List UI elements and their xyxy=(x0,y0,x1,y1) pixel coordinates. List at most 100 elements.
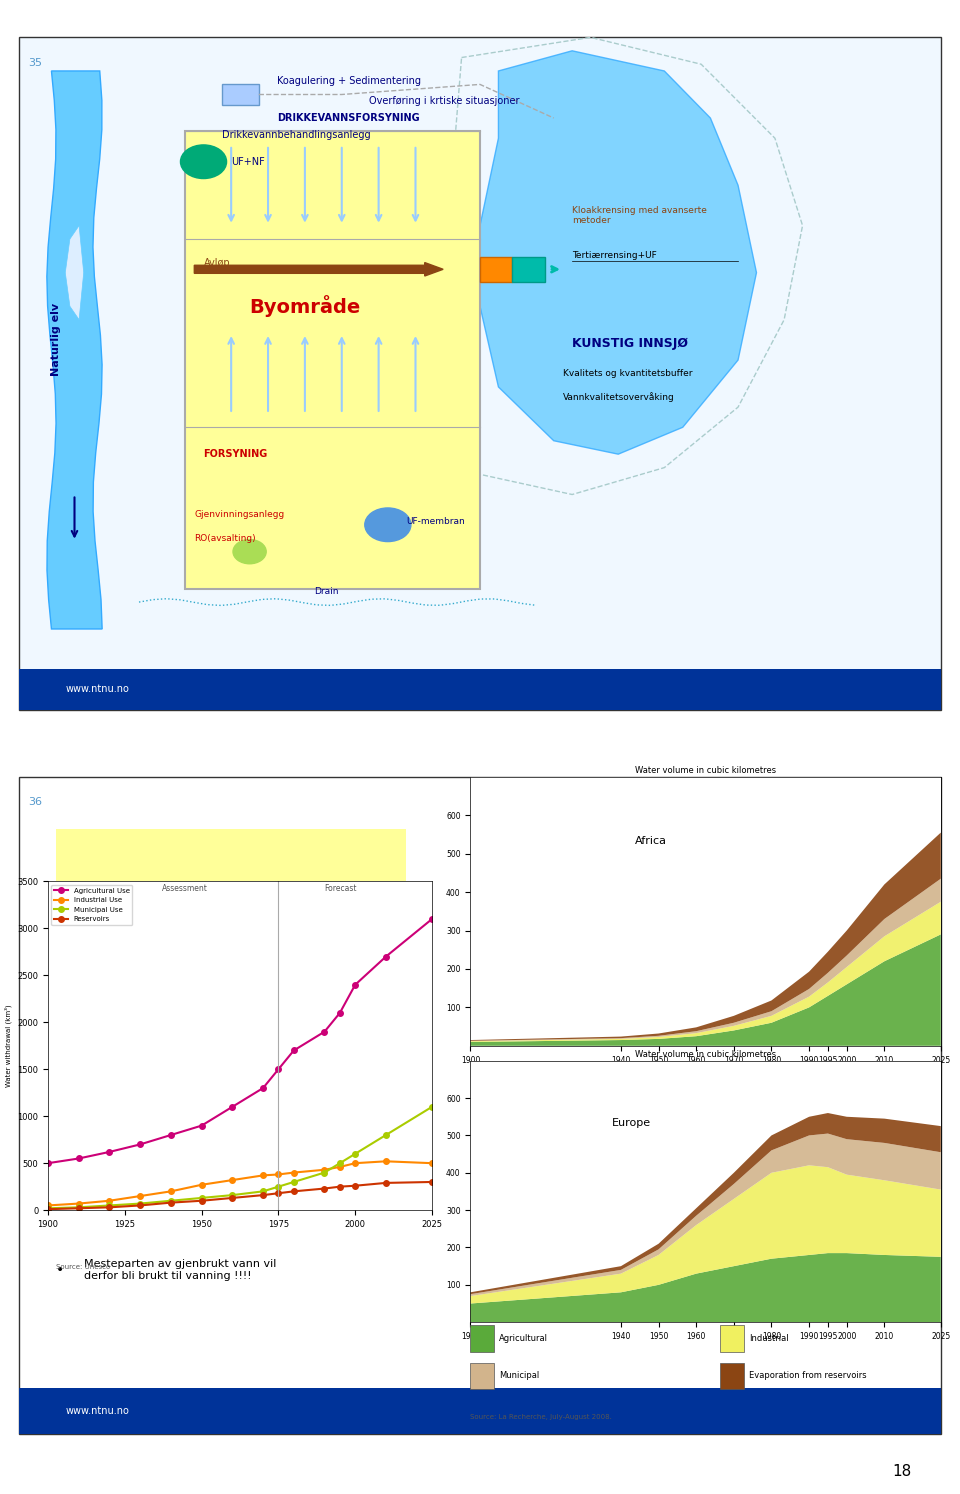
Municipal Use xyxy=(426,1098,438,1116)
Reservoirs xyxy=(73,1200,84,1218)
Agricultural Use xyxy=(319,1023,330,1041)
Bar xyxy=(19,1388,941,1434)
Text: Drain: Drain xyxy=(314,587,339,596)
Industrial Use xyxy=(288,1164,300,1182)
Text: DRIKKEVANNSFORSYNING: DRIKKEVANNSFORSYNING xyxy=(277,114,420,123)
Municipal Use xyxy=(134,1195,146,1213)
Line: Industrial Use: Industrial Use xyxy=(45,1158,435,1209)
Text: Avløp: Avløp xyxy=(204,257,230,267)
Legend: Agricultural Use, Industrial Use, Municipal Use, Reservoirs: Agricultural Use, Industrial Use, Munici… xyxy=(52,884,132,925)
Industrial Use xyxy=(73,1195,84,1213)
Reservoirs xyxy=(334,1177,346,1195)
Bar xyxy=(480,257,513,282)
Reservoirs xyxy=(196,1192,207,1210)
Reservoirs xyxy=(165,1194,177,1212)
Agricultural Use xyxy=(257,1079,269,1097)
Reservoirs xyxy=(426,1173,438,1191)
Text: Vann til landbruk (matproduksjon)
øker mest !!!: Vann til landbruk (matproduksjon) øker m… xyxy=(84,1161,275,1182)
Industrial Use xyxy=(319,1161,330,1179)
Text: www.ntnu.no: www.ntnu.no xyxy=(65,1406,130,1416)
Text: Source: Unesco: Source: Unesco xyxy=(56,1264,110,1270)
Text: RO(avsalting): RO(avsalting) xyxy=(194,533,256,542)
Agricultural Use xyxy=(288,1041,300,1059)
Text: Byområde: Byområde xyxy=(250,296,361,317)
Industrial Use xyxy=(134,1188,146,1206)
Reservoirs xyxy=(319,1180,330,1198)
Text: 36: 36 xyxy=(29,796,42,807)
Industrial Use xyxy=(426,1155,438,1173)
Text: UF-membran: UF-membran xyxy=(406,517,465,526)
Municipal Use xyxy=(380,1126,392,1144)
Text: UF+NF: UF+NF xyxy=(231,157,265,167)
Reservoirs xyxy=(104,1198,115,1216)
Circle shape xyxy=(180,145,227,178)
Industrial Use xyxy=(349,1155,361,1173)
Bar xyxy=(185,131,480,589)
Y-axis label: Water withdrawal (km³): Water withdrawal (km³) xyxy=(4,1004,12,1088)
Text: Europe: Europe xyxy=(612,1118,651,1128)
Industrial Use xyxy=(196,1176,207,1194)
Industrial Use xyxy=(227,1171,238,1189)
Text: Municipal: Municipal xyxy=(499,1371,540,1380)
Reservoirs xyxy=(134,1197,146,1215)
Text: Kvalitets og kvantitetsbuffer: Kvalitets og kvantitetsbuffer xyxy=(563,369,692,378)
Industrial Use xyxy=(257,1167,269,1185)
Municipal Use xyxy=(42,1200,54,1218)
Text: KUNSTIG INNSJØ: KUNSTIG INNSJØ xyxy=(572,336,688,350)
Agricultural Use xyxy=(380,947,392,965)
Reservoirs xyxy=(42,1200,54,1218)
Municipal Use xyxy=(196,1189,207,1207)
Municipal Use xyxy=(319,1164,330,1182)
Reservoirs xyxy=(227,1189,238,1207)
Text: Assessment: Assessment xyxy=(161,884,207,893)
Agricultural Use xyxy=(134,1135,146,1153)
Text: Mesteparten av gjenbrukt vann vil
derfor bli brukt til vanning !!!!: Mesteparten av gjenbrukt vann vil derfor… xyxy=(84,1259,276,1280)
Agricultural Use xyxy=(73,1149,84,1167)
Bar xyxy=(19,669,941,710)
Text: Industrial: Industrial xyxy=(749,1334,788,1343)
Industrial Use xyxy=(380,1152,392,1170)
Industrial Use xyxy=(165,1182,177,1200)
Municipal Use xyxy=(165,1192,177,1210)
Circle shape xyxy=(233,539,266,563)
Municipal Use xyxy=(104,1197,115,1215)
Reservoirs xyxy=(273,1185,284,1203)
Industrial Use xyxy=(104,1192,115,1210)
Polygon shape xyxy=(47,72,102,629)
Municipal Use xyxy=(273,1177,284,1195)
Industrial Use xyxy=(273,1165,284,1183)
Reservoirs xyxy=(288,1182,300,1200)
Line: Reservoirs: Reservoirs xyxy=(45,1179,435,1212)
Text: FORSYNING: FORSYNING xyxy=(204,450,268,459)
Text: •: • xyxy=(56,1262,64,1277)
Agricultural Use xyxy=(196,1116,207,1134)
Agricultural Use xyxy=(165,1126,177,1144)
Text: www.ntnu.no: www.ntnu.no xyxy=(65,684,130,695)
Municipal Use xyxy=(334,1155,346,1173)
Agricultural Use xyxy=(349,976,361,994)
Bar xyxy=(56,829,406,961)
Text: Bruken av vann: Bruken av vann xyxy=(93,886,264,905)
Agricultural Use xyxy=(273,1061,284,1079)
Text: Koagulering + Sedimentering: Koagulering + Sedimentering xyxy=(277,76,421,87)
Agricultural Use xyxy=(104,1143,115,1161)
Text: Tertiærrensing+UF: Tertiærrensing+UF xyxy=(572,251,657,260)
Agricultural Use xyxy=(426,910,438,928)
Title: Water volume in cubic kilometres: Water volume in cubic kilometres xyxy=(635,1050,777,1059)
Bar xyxy=(513,257,544,282)
Text: •: • xyxy=(56,1164,64,1179)
Municipal Use xyxy=(227,1186,238,1204)
Text: Africa: Africa xyxy=(636,837,667,846)
Municipal Use xyxy=(349,1144,361,1162)
Reservoirs xyxy=(257,1186,269,1204)
Agricultural Use xyxy=(334,1004,346,1022)
Line: Municipal Use: Municipal Use xyxy=(45,1104,435,1212)
Industrial Use xyxy=(334,1158,346,1176)
Text: Gjenvinningsanlegg: Gjenvinningsanlegg xyxy=(194,509,284,520)
Industrial Use xyxy=(42,1197,54,1215)
Text: 35: 35 xyxy=(29,58,42,67)
Text: Agricultural: Agricultural xyxy=(499,1334,548,1343)
Circle shape xyxy=(365,508,411,542)
Text: Evaporation from reservoirs: Evaporation from reservoirs xyxy=(749,1371,867,1380)
Text: Source: La Recherche, July-August 2008.: Source: La Recherche, July-August 2008. xyxy=(470,1415,612,1421)
